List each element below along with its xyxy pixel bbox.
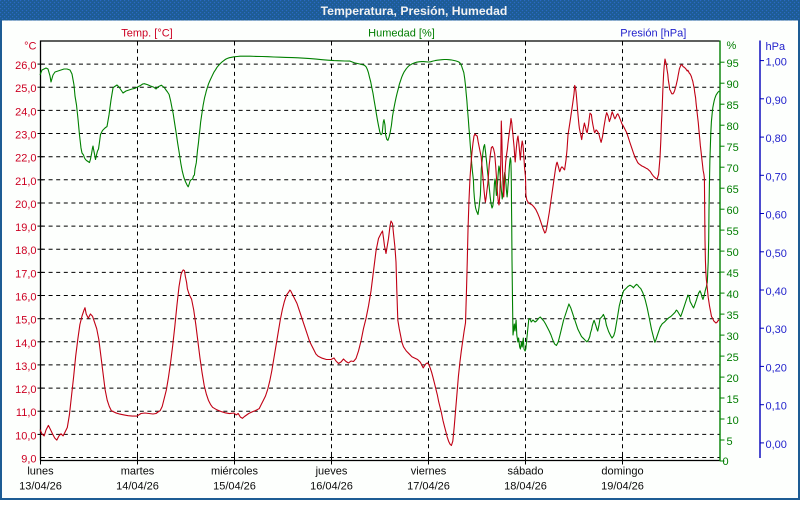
svg-text:18,0: 18,0	[15, 245, 36, 257]
svg-text:15,0: 15,0	[15, 315, 36, 327]
svg-text:25: 25	[727, 352, 739, 364]
svg-text:12,0: 12,0	[15, 384, 36, 396]
svg-text:miércoles: miércoles	[211, 466, 259, 478]
svg-text:18/04/26: 18/04/26	[504, 481, 547, 493]
svg-text:0,50: 0,50	[766, 248, 787, 260]
svg-text:22,0: 22,0	[15, 153, 36, 165]
svg-text:85: 85	[727, 100, 739, 112]
svg-text:19,0: 19,0	[15, 222, 36, 234]
svg-text:80: 80	[727, 121, 739, 133]
svg-text:viernes: viernes	[411, 466, 447, 478]
svg-text:20,0: 20,0	[15, 199, 36, 211]
svg-text:0,10: 0,10	[766, 401, 787, 413]
svg-text:11,0: 11,0	[16, 407, 37, 419]
svg-text:20: 20	[727, 373, 739, 385]
svg-text:70: 70	[727, 163, 739, 175]
svg-text:Temp. [°C]: Temp. [°C]	[121, 28, 172, 40]
svg-text:Presión [hPa]: Presión [hPa]	[620, 28, 686, 40]
svg-text:5: 5	[727, 436, 733, 448]
svg-text:0,60: 0,60	[766, 210, 787, 222]
svg-text:0,90: 0,90	[766, 95, 787, 107]
svg-text:domingo: domingo	[601, 466, 643, 478]
svg-text:35: 35	[727, 310, 739, 322]
svg-text:14/04/26: 14/04/26	[116, 481, 159, 493]
svg-text:45: 45	[727, 268, 739, 280]
svg-text:1,00: 1,00	[766, 57, 787, 69]
svg-text:55: 55	[727, 226, 739, 238]
svg-text:%: %	[727, 40, 737, 52]
svg-text:15: 15	[727, 394, 739, 406]
svg-text:martes: martes	[121, 466, 155, 478]
svg-text:16,0: 16,0	[15, 292, 36, 304]
svg-text:14,0: 14,0	[15, 338, 36, 350]
svg-text:Temperatura, Presión, Humedad: Temperatura, Presión, Humedad	[321, 4, 508, 18]
svg-text:24,0: 24,0	[15, 106, 36, 118]
svg-text:hPa: hPa	[766, 41, 786, 53]
svg-text:90: 90	[727, 79, 739, 91]
svg-text:jueves: jueves	[315, 466, 348, 478]
svg-text:60: 60	[727, 205, 739, 217]
svg-text:lunes: lunes	[27, 466, 54, 478]
svg-text:13/04/26: 13/04/26	[19, 481, 62, 493]
svg-text:0,70: 0,70	[766, 171, 787, 183]
svg-text:0,00: 0,00	[766, 439, 787, 451]
svg-text:0: 0	[723, 456, 729, 468]
svg-text:26,0: 26,0	[15, 60, 36, 72]
svg-text:65: 65	[727, 184, 739, 196]
svg-text:9,0: 9,0	[21, 454, 36, 466]
svg-text:16/04/26: 16/04/26	[310, 481, 353, 493]
svg-text:40: 40	[727, 289, 739, 301]
svg-text:°C: °C	[24, 41, 36, 53]
svg-text:75: 75	[727, 142, 739, 154]
svg-text:sábado: sábado	[507, 466, 543, 478]
svg-text:50: 50	[727, 247, 739, 259]
svg-text:15/04/26: 15/04/26	[213, 481, 256, 493]
svg-text:0,20: 0,20	[766, 362, 787, 374]
svg-text:30: 30	[727, 331, 739, 343]
svg-text:95: 95	[727, 58, 739, 70]
svg-text:0,30: 0,30	[766, 324, 787, 336]
svg-text:13,0: 13,0	[15, 361, 36, 373]
svg-text:Humedad [%]: Humedad [%]	[368, 28, 435, 40]
svg-text:0,40: 0,40	[766, 286, 787, 298]
svg-text:23,0: 23,0	[15, 130, 36, 142]
svg-text:17,0: 17,0	[15, 268, 36, 280]
svg-text:17/04/26: 17/04/26	[407, 481, 450, 493]
svg-text:10: 10	[727, 415, 739, 427]
svg-text:19/04/26: 19/04/26	[601, 481, 644, 493]
svg-text:21,0: 21,0	[15, 176, 36, 188]
svg-text:25,0: 25,0	[15, 83, 36, 95]
svg-text:0,80: 0,80	[766, 133, 787, 145]
svg-text:10,0: 10,0	[15, 430, 36, 442]
